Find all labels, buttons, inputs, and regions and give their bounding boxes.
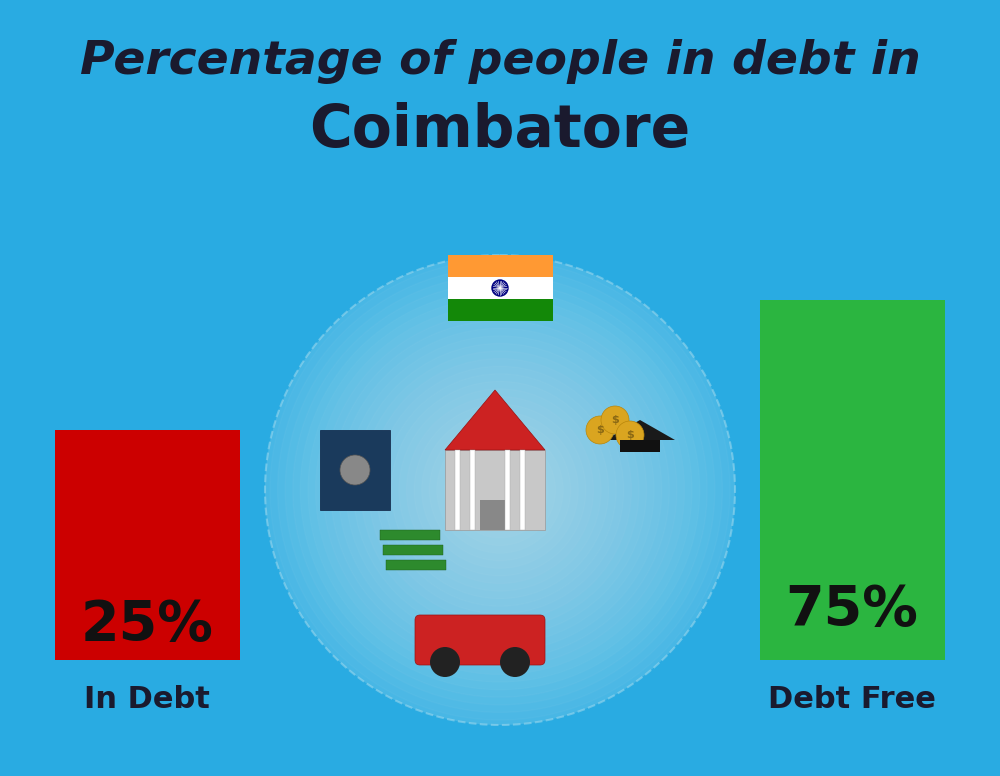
Text: 75%: 75%	[786, 583, 918, 637]
Bar	[448, 299, 552, 321]
Polygon shape	[445, 390, 545, 450]
Text: $: $	[626, 430, 634, 440]
Circle shape	[265, 255, 735, 725]
Bar	[480, 500, 505, 530]
Bar	[760, 300, 945, 660]
Text: In Debt: In Debt	[84, 685, 210, 715]
Bar	[520, 450, 525, 530]
Text: Percentage of people in debt in: Percentage of people in debt in	[80, 40, 920, 85]
Circle shape	[601, 406, 629, 434]
Circle shape	[492, 280, 508, 296]
Bar	[445, 450, 545, 530]
Circle shape	[616, 421, 644, 449]
Text: Debt Free: Debt Free	[768, 685, 936, 715]
Text: 25%: 25%	[81, 598, 213, 652]
Text: $: $	[596, 425, 604, 435]
Circle shape	[586, 416, 614, 444]
Polygon shape	[605, 420, 675, 440]
Bar	[448, 277, 552, 299]
Bar	[380, 530, 440, 540]
Circle shape	[340, 455, 370, 485]
Text: Coimbatore: Coimbatore	[309, 102, 691, 158]
Bar	[470, 450, 475, 530]
Text: $: $	[611, 415, 619, 425]
Bar	[386, 560, 446, 570]
Bar	[448, 255, 552, 277]
Bar	[505, 450, 510, 530]
Bar	[383, 545, 443, 555]
Bar	[55, 430, 240, 660]
Circle shape	[430, 647, 460, 677]
Circle shape	[500, 647, 530, 677]
Bar	[320, 430, 390, 510]
FancyBboxPatch shape	[415, 615, 545, 665]
Bar	[620, 440, 660, 452]
Bar	[455, 450, 460, 530]
